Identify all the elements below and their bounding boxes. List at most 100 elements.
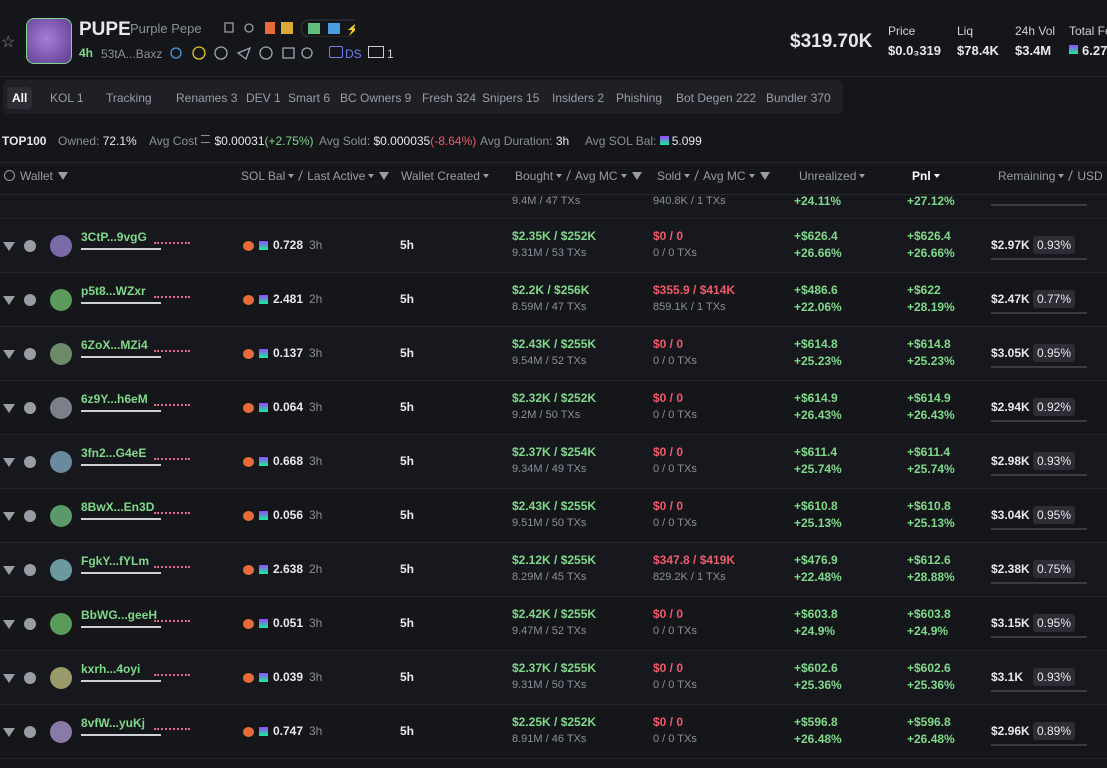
unrealized-pct: +26.66% [794, 246, 842, 260]
column-header[interactable]: Wallet [20, 169, 68, 183]
column-header[interactable]: Sold Avg MC [657, 169, 770, 183]
sort-arrow[interactable] [748, 174, 755, 178]
tab[interactable]: Bundler 370 [766, 91, 831, 105]
filter-icon[interactable] [3, 728, 15, 737]
menu-icon[interactable] [24, 294, 36, 306]
wallet-address[interactable]: 3fn2...G4eE [81, 446, 147, 460]
wallet-address[interactable]: 6z9Y...h6eM [81, 392, 148, 406]
wallet-address[interactable]: 8BwX...En3D [81, 500, 155, 514]
column-label: Avg MC [703, 169, 746, 183]
sort-arrow[interactable] [859, 174, 866, 178]
filter-icon[interactable] [3, 350, 15, 359]
menu-icon[interactable] [24, 564, 36, 576]
column-header[interactable]: Pnl [912, 169, 940, 183]
wallet-address[interactable]: kxrh...4oyi [81, 662, 141, 676]
menu-icon[interactable] [24, 402, 36, 414]
sort-arrow[interactable] [482, 174, 489, 178]
unrealized-pct: +24.11% [794, 194, 842, 208]
summary-item: Avg Sold: $0.000035(-8.64%) [319, 134, 476, 148]
sort-arrow[interactable] [684, 174, 691, 178]
wallet-address[interactable]: 3CtP...9vgG [81, 230, 147, 244]
filter-icon[interactable] [759, 172, 770, 180]
ds-badge[interactable]: DS [329, 46, 362, 61]
filter-icon[interactable] [3, 566, 15, 575]
wallet-address[interactable]: 6ZoX...MZi4 [81, 338, 148, 352]
swap-icon[interactable] [201, 135, 211, 143]
wallet-avatar [50, 721, 72, 743]
filter-icon[interactable] [3, 404, 15, 413]
star-icon[interactable]: ☆ [1, 34, 16, 51]
ds-icon [329, 46, 343, 58]
sort-arrow[interactable] [1058, 174, 1065, 178]
row-bg[interactable] [0, 489, 1107, 543]
wallet-address[interactable]: BbWG...geeH [81, 608, 158, 622]
column-label: Sold [657, 169, 682, 183]
sol-icon [259, 511, 268, 520]
bought: $2.12K / $255K [512, 553, 597, 567]
column-header[interactable]: Wallet Created [401, 169, 489, 183]
sort-arrow[interactable] [288, 174, 295, 178]
tab[interactable]: All [7, 87, 33, 109]
column-header[interactable]: Remaining USD [998, 169, 1103, 183]
filter-icon[interactable] [3, 512, 15, 521]
row-bg[interactable] [0, 597, 1107, 651]
remaining-bar [991, 420, 1087, 422]
tab[interactable]: Tracking [106, 91, 152, 105]
filter-icon[interactable] [3, 674, 15, 683]
tab[interactable]: Snipers 15 [482, 91, 540, 105]
sort-arrow[interactable] [368, 174, 375, 178]
column-header[interactable]: Unrealized [799, 169, 866, 183]
sort-arrow[interactable] [620, 174, 627, 178]
wallet-address[interactable]: 8vfW...yuKj [81, 716, 146, 730]
row-bg[interactable] [0, 435, 1107, 489]
wallet-avatar [50, 289, 72, 311]
sort-arrow[interactable] [556, 174, 563, 178]
unrealized: +$610.8 [794, 499, 838, 513]
row-bg[interactable] [0, 651, 1107, 705]
tab[interactable]: Smart 6 [288, 91, 331, 105]
tab[interactable]: BC Owners 9 [340, 91, 412, 105]
menu-icon[interactable] [24, 510, 36, 522]
sort-arrow[interactable] [933, 174, 940, 178]
menu-icon[interactable] [24, 456, 36, 468]
menu-icon[interactable] [24, 618, 36, 630]
filter-icon[interactable] [379, 172, 390, 180]
row-bg[interactable] [0, 705, 1107, 759]
wallet-address[interactable]: FgkY...fYLm [81, 554, 150, 568]
filter-icon[interactable] [3, 296, 15, 305]
remaining: $3.04K [991, 508, 1030, 522]
wallet-avatar [50, 559, 72, 581]
row-bg[interactable] [0, 543, 1107, 597]
filter-icon[interactable] [3, 620, 15, 629]
token-address[interactable]: 53tA...Baxz [101, 47, 163, 61]
menu-icon[interactable] [24, 348, 36, 360]
tab[interactable]: Phishing [616, 91, 663, 105]
tab[interactable]: Renames 3 [176, 91, 238, 105]
row-bg[interactable] [0, 219, 1107, 273]
menu-icon[interactable] [24, 672, 36, 684]
row-bg[interactable] [0, 273, 1107, 327]
row-bg[interactable] [0, 327, 1107, 381]
menu-icon[interactable] [24, 726, 36, 738]
wallet-created: 5h [400, 616, 415, 630]
column-header[interactable]: Bought Avg MC [515, 169, 642, 183]
tab[interactable]: DEV 1 [246, 91, 281, 105]
tab[interactable]: KOL 1 [50, 91, 84, 105]
sol-balance: 2.638 [273, 562, 304, 576]
row-bg[interactable] [0, 381, 1107, 435]
menu-icon[interactable] [24, 240, 36, 252]
column-header[interactable]: SOL Bal Last Active [241, 169, 390, 183]
tab[interactable]: Bot Degen 222 [676, 91, 757, 105]
wallet-address[interactable]: p5t8...WZxr [81, 284, 146, 298]
filter-icon[interactable] [3, 458, 15, 467]
remaining-pct: 0.77% [1033, 290, 1076, 308]
wallet-tags [153, 718, 190, 730]
action-icons: ⚡ [224, 19, 362, 38]
tab[interactable]: Insiders 2 [552, 91, 605, 105]
tab[interactable]: Fresh 324 [422, 91, 477, 105]
filter-icon[interactable] [57, 172, 68, 180]
remaining-pct: 0.95% [1033, 614, 1076, 632]
remaining-bar [991, 690, 1087, 692]
filter-icon[interactable] [3, 242, 15, 251]
filter-icon[interactable] [631, 172, 642, 180]
